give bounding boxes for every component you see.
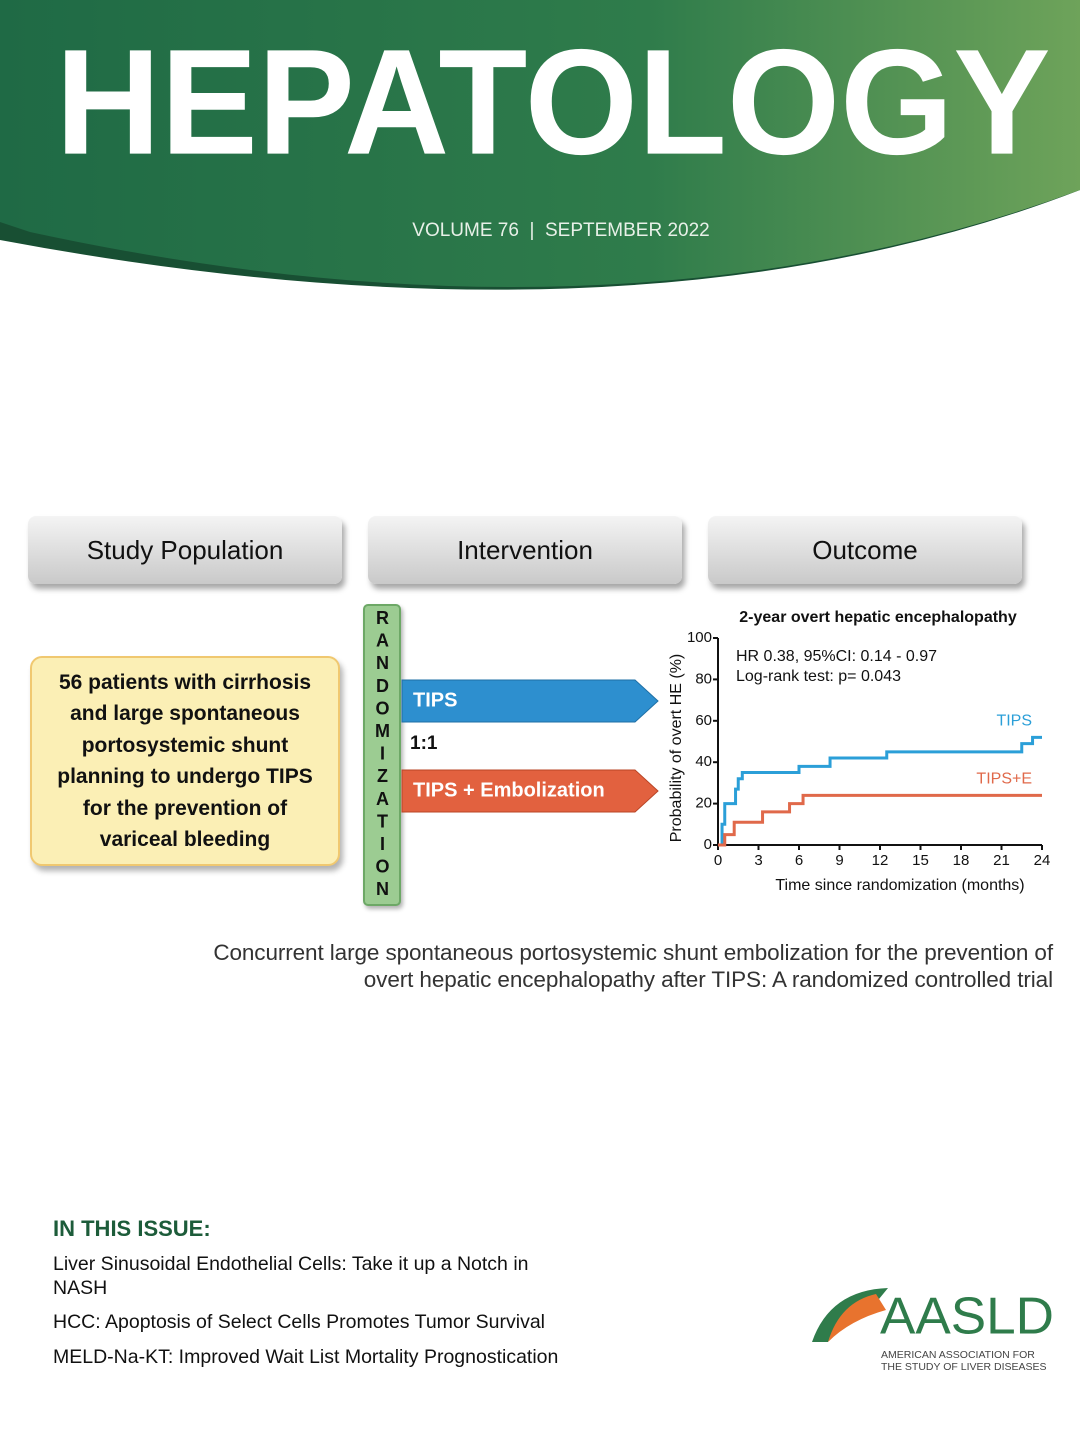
issue-line: VOLUME 76 | SEPTEMBER 2022: [412, 220, 709, 241]
arm-arrow: [401, 769, 659, 813]
x-tick-label: 12: [872, 852, 889, 869]
header-bg: [0, 0, 1080, 287]
x-tick-label: 24: [1034, 852, 1051, 869]
km-line: [718, 793, 1042, 847]
issue-item: HCC: Apoptosis of Select Cells Promotes …: [53, 1311, 546, 1333]
x-axis-label: Time since randomization (months): [775, 877, 1024, 894]
issue-item: Liver Sinusoidal Endothelial Cells: Take…: [53, 1253, 529, 1299]
chart-title: 2-year overt hepatic encephalopathy: [739, 609, 1017, 626]
x-tick-label: 3: [754, 852, 762, 869]
y-tick-label: 100: [687, 629, 712, 646]
annotation: HR 0.38, 95%CI: 0.14 - 0.97: [736, 648, 937, 665]
column-header: Intervention: [368, 516, 682, 584]
column-header: Study Population: [28, 516, 342, 584]
caption-line: overt hepatic encephalopathy after TIPS:…: [363, 967, 1053, 992]
y-tick-label: 20: [695, 795, 712, 812]
caption-line: Concurrent large spontaneous portosystem…: [213, 940, 1053, 965]
population-box: 56 patients with cirrhosis and large spo…: [30, 656, 340, 866]
logo-mark: [828, 1294, 886, 1342]
y-tick-label: 40: [695, 753, 712, 770]
randomization-bar: RANDOMIZATION: [363, 604, 401, 906]
logo-subtitle: AMERICAN ASSOCIATION FOR: [881, 1349, 1035, 1361]
journal-title: HEPATOLOGY: [56, 18, 1051, 186]
annotation: Log-rank test: p= 0.043: [736, 668, 901, 685]
y-tick-label: 0: [704, 836, 712, 853]
x-tick-label: 9: [835, 852, 843, 869]
y-tick-label: 60: [695, 712, 712, 729]
x-tick-label: 21: [993, 852, 1010, 869]
series-label: TIPS: [996, 713, 1032, 730]
km-line: [718, 735, 1042, 847]
x-tick-label: 18: [953, 852, 970, 869]
caption: Concurrent large spontaneous portosystem…: [213, 939, 1053, 993]
x-tick-label: 15: [912, 852, 929, 869]
logo-name: AASLD: [880, 1288, 1054, 1346]
logo: AASLD AMERICAN ASSOCIATION FOR THE STUDY…: [812, 1288, 1054, 1373]
ratio: 1:1: [410, 733, 438, 754]
y-axis-label: Probability of overt HE (%): [668, 654, 685, 843]
in-this-issue: IN THIS ISSUE: Liver Sinusoidal Endothel…: [53, 1216, 613, 1369]
graphical-abstract: TIPS TIPS + Embolization 1:1 2-year over…: [401, 609, 1051, 894]
y-tick-label: 80: [695, 670, 712, 687]
header-band: HEPATOLOGY VOLUME 76 | SEPTEMBER 2022: [0, 0, 1080, 290]
issue-item: MELD-Na-KT: Improved Wait List Mortality…: [53, 1346, 559, 1368]
x-tick-label: 0: [714, 852, 722, 869]
issue-heading: IN THIS ISSUE:: [53, 1216, 211, 1241]
arm-arrow: [401, 679, 659, 723]
series-label: TIPS+E: [976, 771, 1032, 788]
arm-label: TIPS: [413, 689, 457, 711]
arm-label: TIPS + Embolization: [413, 779, 605, 801]
column-header: Outcome: [708, 516, 1022, 584]
x-tick-label: 6: [795, 852, 803, 869]
logo-subtitle: THE STUDY OF LIVER DISEASES: [881, 1361, 1047, 1373]
